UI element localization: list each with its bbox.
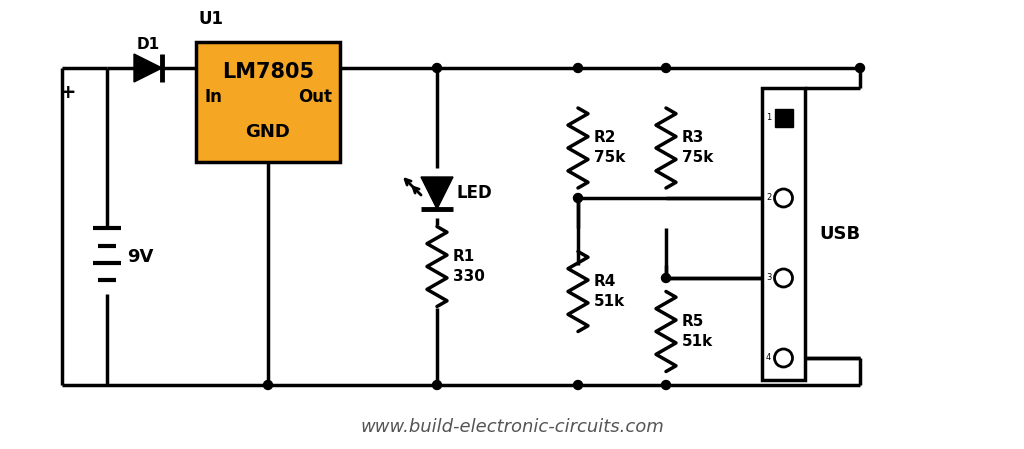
Circle shape [774, 349, 793, 367]
Circle shape [432, 380, 441, 389]
Text: 2: 2 [766, 194, 771, 202]
Bar [762, 88, 805, 380]
Text: www.build-electronic-circuits.com: www.build-electronic-circuits.com [360, 418, 664, 436]
Text: R3: R3 [682, 131, 705, 145]
Text: R1: R1 [453, 249, 475, 264]
Text: R4: R4 [594, 274, 616, 289]
Polygon shape [421, 177, 453, 209]
Text: Out: Out [298, 88, 332, 106]
Text: GND: GND [246, 123, 291, 141]
Circle shape [662, 63, 671, 72]
Text: LM7805: LM7805 [222, 62, 314, 82]
Text: 3: 3 [766, 273, 771, 282]
Text: R5: R5 [682, 314, 705, 329]
Text: 4: 4 [766, 353, 771, 362]
Text: 1: 1 [766, 114, 771, 123]
Circle shape [573, 63, 583, 72]
Text: LED: LED [457, 184, 493, 202]
Circle shape [774, 189, 793, 207]
Circle shape [855, 63, 864, 72]
Text: R2: R2 [594, 131, 616, 145]
Text: 75k: 75k [682, 150, 714, 166]
Circle shape [662, 380, 671, 389]
Text: 51k: 51k [594, 294, 626, 309]
Text: D1: D1 [136, 37, 160, 52]
Text: 75k: 75k [594, 150, 626, 166]
Text: 51k: 51k [682, 334, 714, 349]
Circle shape [662, 273, 671, 282]
Circle shape [774, 269, 793, 287]
Polygon shape [134, 54, 162, 82]
Circle shape [263, 380, 272, 389]
Bar [774, 109, 793, 127]
Bar [196, 42, 340, 162]
Circle shape [432, 63, 441, 72]
Text: U1: U1 [198, 10, 223, 28]
Circle shape [573, 380, 583, 389]
Text: +: + [59, 84, 76, 102]
Text: In: In [204, 88, 222, 106]
Text: USB: USB [819, 225, 860, 243]
Circle shape [573, 194, 583, 202]
Text: 330: 330 [453, 269, 485, 284]
Text: 9V: 9V [127, 248, 154, 266]
